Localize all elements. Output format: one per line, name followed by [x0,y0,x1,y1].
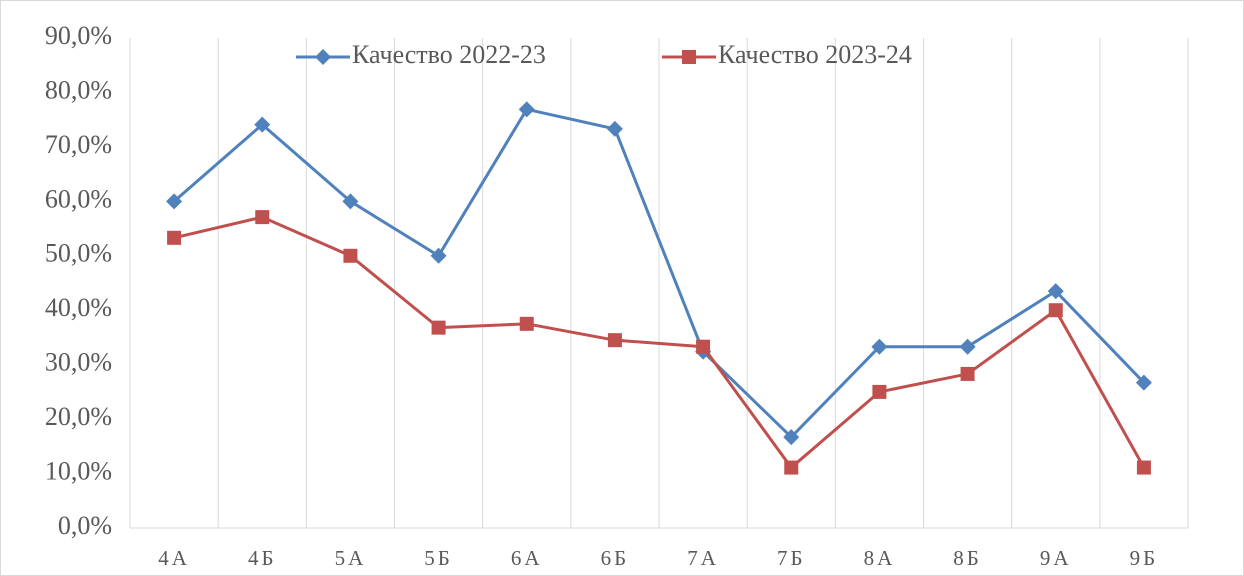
y-tick-label: 0,0% [58,511,112,540]
y-tick-label: 60,0% [45,184,112,213]
y-tick-label: 50,0% [45,239,112,268]
point-marker [784,460,799,475]
y-tick-label: 30,0% [45,348,112,377]
x-tick-label: 4Б [248,546,277,570]
point-marker [606,120,623,137]
point-marker [343,248,358,263]
legend-label: Качество 2023-24 [718,40,912,69]
point-marker [518,101,535,118]
point-marker [682,50,696,64]
point-marker [1135,374,1152,391]
y-tick-label: 70,0% [45,130,112,159]
point-marker [1048,303,1063,318]
point-marker [607,333,622,348]
x-tick-label: 5Б [424,546,453,570]
point-marker [783,429,800,446]
x-tick-label: 6Б [601,546,630,570]
point-marker [342,193,359,210]
series-line [173,107,1145,439]
y-tick-label: 80,0% [45,75,112,104]
point-marker [254,116,271,133]
point-marker [431,320,446,335]
x-tick-label: 8А [864,546,896,570]
y-tick-label: 90,0% [45,21,112,50]
y-tick-label: 20,0% [45,402,112,431]
y-tick-label: 40,0% [45,293,112,322]
point-marker [1136,460,1151,475]
series-line [173,215,1146,470]
point-marker [166,193,183,210]
x-tick-label: 5А [335,546,367,570]
x-tick-label: 7А [687,546,719,570]
x-tick-label: 4А [158,546,190,570]
point-marker [315,49,331,65]
point-marker [959,338,976,355]
point-marker [430,247,447,264]
point-marker [871,338,888,355]
point-marker [255,210,270,225]
x-tick-label: 6А [511,546,543,570]
x-tick-label: 9А [1040,546,1072,570]
x-tick-label: 9Б [1130,546,1159,570]
point-marker [167,230,182,245]
legend-label: Качество 2022-23 [352,40,546,69]
point-marker [696,339,711,354]
point-marker [1047,283,1064,300]
x-tick-label: 7Б [777,546,806,570]
y-tick-label: 10,0% [45,457,112,486]
point-marker [872,384,887,399]
x-tick-label: 8Б [953,546,982,570]
point-marker [519,316,534,331]
point-marker [960,366,975,381]
